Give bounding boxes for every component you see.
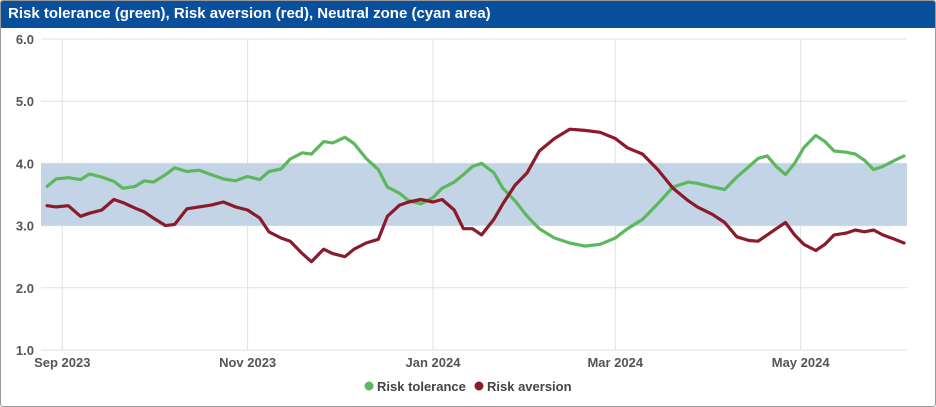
y-tick-label: 5.0 (16, 94, 34, 109)
y-tick-label: 2.0 (16, 281, 34, 296)
neutral-zone-band (41, 163, 907, 226)
chart-title-bar: Risk tolerance (green), Risk aversion (r… (1, 1, 935, 28)
x-tick-label: Sep 2023 (34, 355, 90, 370)
legend-marker (364, 381, 374, 391)
legend-label: Risk aversion (487, 379, 572, 394)
y-tick-label: 6.0 (16, 32, 34, 47)
x-tick-label: Jan 2024 (406, 355, 462, 370)
x-tick-label: Mar 2024 (587, 355, 643, 370)
y-tick-label: 1.0 (16, 343, 34, 358)
x-tick-label: May 2024 (772, 355, 831, 370)
y-tick-label: 4.0 (16, 156, 34, 171)
legend-label: Risk tolerance (377, 379, 466, 394)
series-line-risk-tolerance (45, 133, 906, 248)
y-tick-label: 3.0 (16, 219, 34, 234)
x-tick-label: Nov 2023 (219, 355, 276, 370)
chart-title: Risk tolerance (green), Risk aversion (r… (8, 5, 491, 22)
series-line-risk-aversion (45, 127, 906, 264)
legend-marker (474, 381, 484, 391)
